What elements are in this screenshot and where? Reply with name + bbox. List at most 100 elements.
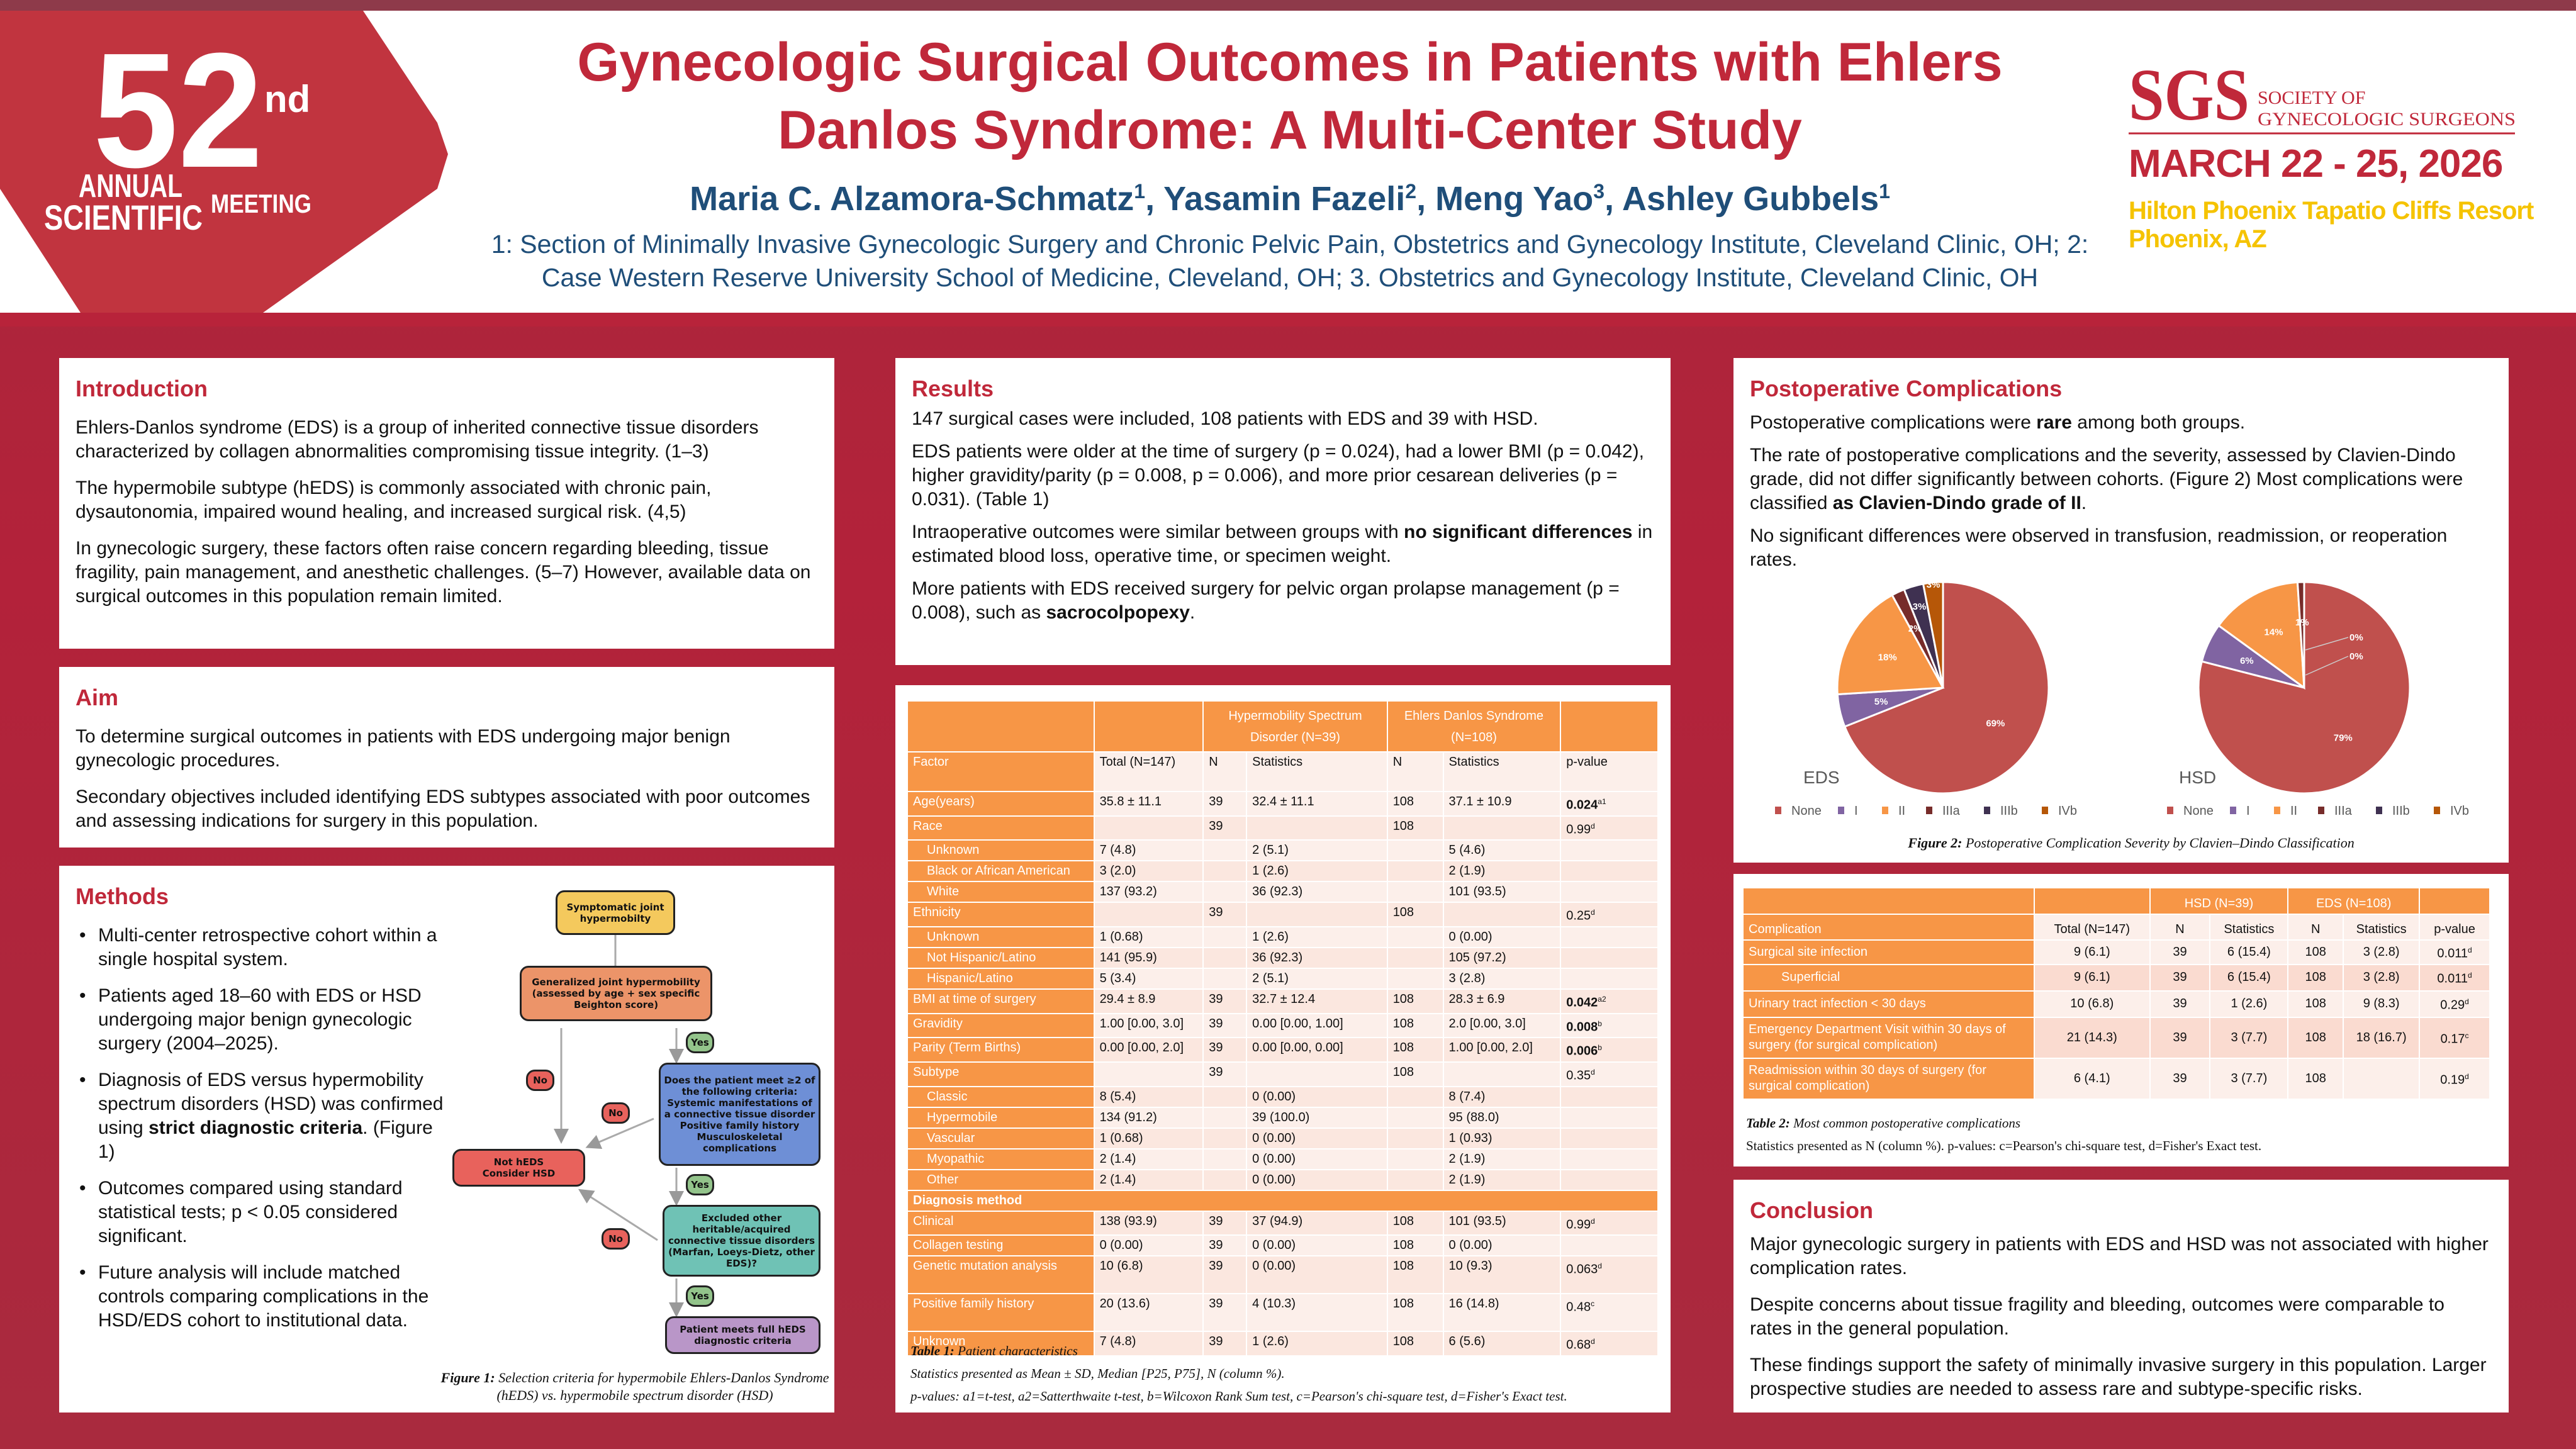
p-value: 0.99 [1566,822,1591,837]
value-cell [1093,815,1204,841]
legend-label: II [1898,804,1905,818]
text-run: Outcomes compared using standard statist… [98,1178,403,1246]
emphasis-text: sacrocolpopexy [1046,602,1190,623]
p-value-test-marker: a2 [1598,994,1606,1004]
value-cell: 39 (100.0) [1246,1106,1388,1129]
figure-1-text: Selection criteria for hypermobile Ehler… [496,1370,829,1403]
postop-paragraph: No significant differences were observed… [1750,524,2491,572]
legend-swatch [2376,807,2382,814]
value-cell: 108 [1386,1210,1444,1236]
value-cell [1202,839,1248,862]
flowchart-exclusion-box: Excluded other heritable/acquired connec… [663,1205,820,1277]
leader-line [2305,656,2349,676]
table-row: Surgical site infection 9 (6.1) 39 6 (15.4)… [1742,939,2490,965]
text-run: Future analysis will include matched con… [98,1262,429,1331]
table-1-note: p-values: a1=t-test, a2=Satterthwaite t-… [910,1389,1567,1404]
value-cell: 0 (0.00) [1246,1148,1388,1170]
value-cell: 39 [2149,990,2211,1018]
data-label: 14% [2264,627,2283,638]
postop-heading: Postoperative Complications [1750,376,2063,401]
criteria-question: Does the patient meet ≥2 of the followin… [664,1075,815,1097]
logo-suffix: nd [264,78,310,120]
p-value: 0.011 [2437,946,2468,961]
column-header: N [2287,914,2344,941]
value-cell: 101 (93.5) [1442,881,1562,904]
column-header: p-value [2419,914,2490,941]
postop-panel: Postoperative Complications Postoperativ… [1733,358,2509,863]
p-value: 0.011 [2437,971,2468,986]
data-label: 69% [1986,719,2005,729]
results-paragraph: EDS patients were older at the time of s… [912,440,1653,512]
aim-paragraph: Secondary objectives included identifyin… [76,786,810,831]
value-cell: 2 (1.9) [1442,860,1562,883]
p-value-test-marker: d [1591,908,1595,917]
table-row: Race 39 108 0.99d [907,815,1659,841]
p-value-test-marker: d [2465,997,2469,1007]
value-cell [1202,1127,1248,1150]
factor-cell: Classic [907,1085,1095,1108]
figure-1-caption: Figure 1: Selection criteria for hypermo… [437,1369,833,1404]
p-value-test-marker: b [1598,1019,1602,1028]
conclusion-heading: Conclusion [1750,1197,1873,1223]
logo-scientific: SCIENTIFIC [44,198,203,237]
table-1-panel: Hypermobility Spectrum Disorder (N=39) Eh… [895,685,1671,1413]
legend-label: IVb [2450,804,2469,818]
value-cell: 108 [1386,1331,1444,1357]
title-line-2: Danlos Syndrome: A Multi-Center Study [778,100,1802,160]
header-cell [907,700,1095,752]
emphasis-text: rare [2036,412,2072,433]
value-cell: 4 (10.3) [1246,1293,1388,1333]
meeting-city: Phoenix, AZ [2129,225,2267,253]
no-badge: No [602,1228,630,1250]
table-row: Other 2 (1.4) 0 (0.00) 2 (1.9) [907,1168,1659,1191]
value-cell: 95 (88.0) [1442,1106,1562,1129]
postop-text: Postoperative complications were rare am… [1750,411,2491,572]
value-cell: 2 (5.1) [1246,839,1388,862]
value-cell [2343,1057,2421,1100]
factor-cell: Collagen testing [907,1234,1095,1257]
value-cell [1386,1106,1444,1129]
p-value-test-marker: c [2465,1031,2469,1040]
conclusion-paragraph: These findings support the safety of min… [1750,1355,2487,1399]
value-cell [1246,1061,1388,1087]
value-cell: 9 (8.3) [2343,990,2421,1018]
table-row: Genetic mutation analysis 10 (6.8) 39 0 (0.… [907,1255,1659,1295]
table-row: Diagnosis method [907,1189,1659,1212]
p-value-cell [1560,1085,1659,1108]
table-row: Positive family history 20 (13.6) 39 4 (10.… [907,1293,1659,1333]
text-run: Diagnosis of EDS versus hypermobility sp… [98,1070,444,1138]
table-row: White 137 (93.2) 36 (92.3) 101 (93.5) [907,881,1659,904]
author-name: Yasamin Fazeli [1163,180,1406,218]
flowchart-criteria-box: Does the patient meet ≥2 of the followin… [659,1063,820,1166]
value-cell: 137 (93.2) [1093,881,1204,904]
value-cell: 32.7 ± 12.4 [1246,988,1388,1014]
column-header: N [2149,914,2211,941]
factor-cell: Surgical site infection [1742,939,2035,965]
p-value-cell [1560,946,1659,969]
value-cell: 0 (0.00) [1246,1255,1388,1295]
table-group-header-row: HSD (N=39) EDS (N=108) [1742,887,2490,915]
value-cell: 20 (13.6) [1093,1293,1204,1333]
text-run: No significant differences were observed… [1750,525,2448,570]
factor-cell: Myopathic [907,1148,1095,1170]
table-row: Superficial 9 (6.1) 39 6 (15.4) 108 3 (2.8) 0.… [1742,963,2490,992]
value-cell [1386,881,1444,904]
yes-badge: Yes [686,1174,714,1195]
p-value-test-marker: d [1591,1216,1595,1226]
p-value: 0.35 [1566,1068,1591,1083]
value-cell: 39 [2149,1057,2211,1100]
pie-slice-iiia [2296,581,2305,688]
value-cell [1202,1148,1248,1170]
value-cell: 134 (91.2) [1093,1106,1204,1129]
factor-cell: Unknown [907,839,1095,862]
factor-cell: Hispanic/Latino [907,967,1095,990]
value-cell [1386,1127,1444,1150]
value-cell: 6 (15.4) [2209,963,2289,992]
p-value-cell [1560,967,1659,990]
value-cell: 32.4 ± 11.1 [1246,791,1388,817]
value-cell: 108 [1386,1293,1444,1333]
data-label: 6% [2240,656,2254,666]
text-run: Postoperative complications were [1750,412,2037,433]
table-row: Hypermobile 134 (91.2) 39 (100.0) 95 (88.0) [907,1106,1659,1129]
value-cell: 3 (7.7) [2209,1016,2289,1059]
